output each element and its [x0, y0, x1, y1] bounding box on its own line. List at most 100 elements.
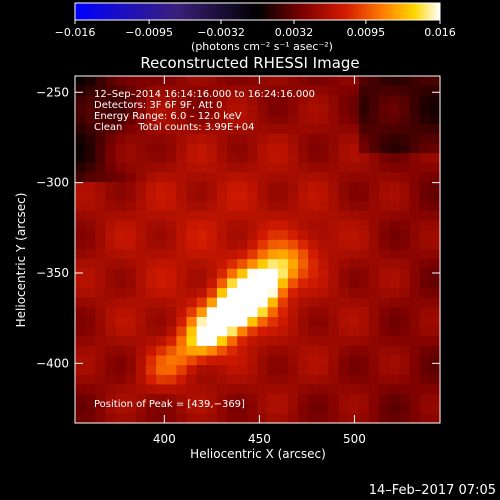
heatmap-cell: [85, 374, 96, 386]
heatmap-cell: [287, 249, 299, 260]
heatmap-cell: [85, 162, 96, 173]
heatmap-cell: [85, 307, 96, 318]
heatmap-cell: [328, 162, 340, 173]
heatmap-cell: [328, 201, 340, 212]
heatmap-cell: [125, 76, 137, 87]
heatmap-cell: [267, 220, 279, 231]
heatmap-cell: [145, 297, 157, 308]
heatmap-cell: [409, 182, 421, 193]
heatmap-cell: [267, 201, 279, 212]
heatmap-cell: [206, 143, 218, 154]
heatmap-cell: [348, 133, 360, 145]
heatmap-cell: [379, 326, 390, 337]
heatmap-cell: [379, 316, 390, 328]
heatmap-cell: [247, 268, 259, 280]
heatmap-cell: [358, 365, 370, 376]
heatmap-cell: [115, 220, 127, 231]
heatmap-cell: [135, 85, 147, 96]
heatmap-cell: [298, 365, 309, 376]
heatmap-cell: [267, 239, 279, 251]
heatmap-cell: [247, 239, 259, 251]
heatmap-cell: [135, 76, 147, 87]
heatmap-cell: [75, 384, 86, 395]
colorbar-ticks: −0.016 −0.0095 −0.0032 0.0032 0.0095 0.016: [55, 20, 456, 39]
heatmap-cell: [338, 394, 350, 405]
heatmap-cell: [166, 220, 177, 231]
heatmap-cell: [95, 374, 107, 386]
heatmap-cell: [227, 153, 238, 164]
heatmap-cell: [247, 85, 259, 96]
heatmap-cell: [145, 133, 157, 145]
heatmap-cell: [348, 394, 360, 405]
heatmap-cell: [298, 220, 309, 231]
heatmap-cell: [115, 153, 127, 164]
heatmap-cell: [176, 114, 188, 125]
heatmap-cell: [429, 403, 441, 414]
heatmap-cell: [338, 172, 350, 183]
heatmap-cell: [145, 365, 157, 376]
heatmap-cell: [105, 297, 117, 308]
heatmap-cell: [267, 297, 279, 308]
heatmap-cell: [156, 182, 167, 193]
heatmap-cell: [429, 297, 441, 308]
heatmap-cell: [166, 345, 177, 357]
heatmap-cell: [429, 124, 441, 135]
heatmap-cell: [318, 259, 330, 270]
heatmap-cell: [156, 297, 167, 308]
heatmap-cell: [247, 153, 259, 164]
heatmap-cell: [196, 220, 208, 231]
heatmap-cell: [186, 133, 198, 145]
heatmap-cell: [409, 210, 421, 222]
heatmap-cell: [298, 278, 309, 289]
heatmap-cell: [186, 403, 198, 414]
heatmap-cell: [125, 239, 137, 251]
heatmap-cell: [85, 239, 96, 251]
heatmap-cell: [298, 201, 309, 212]
heatmap-cell: [145, 326, 157, 337]
heatmap-cell: [156, 191, 167, 202]
heatmap-cell: [277, 76, 289, 87]
heatmap-cell: [206, 403, 218, 414]
heatmap-cell: [75, 268, 86, 280]
heatmap-cell: [115, 124, 127, 135]
heatmap-cell: [176, 191, 188, 202]
heatmap-cell: [358, 172, 370, 183]
heatmap-cell: [409, 394, 421, 405]
heatmap-cell: [216, 249, 228, 260]
heatmap-cell: [227, 403, 238, 414]
heatmap-cell: [115, 326, 127, 337]
heatmap-cell: [156, 162, 167, 173]
heatmap-cell: [348, 365, 360, 376]
heatmap-cell: [318, 239, 330, 251]
heatmap-cell: [125, 336, 137, 347]
heatmap-cell: [328, 394, 340, 405]
heatmap-cell: [145, 394, 157, 405]
heatmap-cell: [348, 374, 360, 386]
heatmap-cell: [348, 249, 360, 260]
heatmap-cell: [318, 403, 330, 414]
heatmap-cell: [166, 182, 177, 193]
heatmap-cell: [409, 307, 421, 318]
heatmap-cell: [115, 345, 127, 357]
heatmap-cell: [85, 268, 96, 280]
heatmap-cell: [227, 210, 238, 222]
heatmap-cell: [318, 114, 330, 125]
heatmap-cell: [409, 249, 421, 260]
heatmap-cell: [419, 201, 431, 212]
heatmap-cell: [379, 384, 390, 395]
heatmap-cell: [257, 268, 269, 280]
heatmap-cell: [227, 133, 238, 145]
heatmap-cell: [156, 95, 167, 106]
heatmap-cell: [358, 104, 370, 116]
heatmap-cell: [227, 278, 238, 289]
heatmap-cell: [247, 374, 259, 386]
heatmap-cell: [298, 95, 309, 106]
heatmap-cell: [379, 201, 390, 212]
heatmap-cell: [186, 104, 198, 116]
heatmap-cell: [257, 124, 269, 135]
heatmap-cell: [328, 413, 340, 424]
heatmap-cell: [227, 191, 238, 202]
x-tick-label: 500: [343, 432, 366, 446]
heatmap-cell: [216, 210, 228, 222]
